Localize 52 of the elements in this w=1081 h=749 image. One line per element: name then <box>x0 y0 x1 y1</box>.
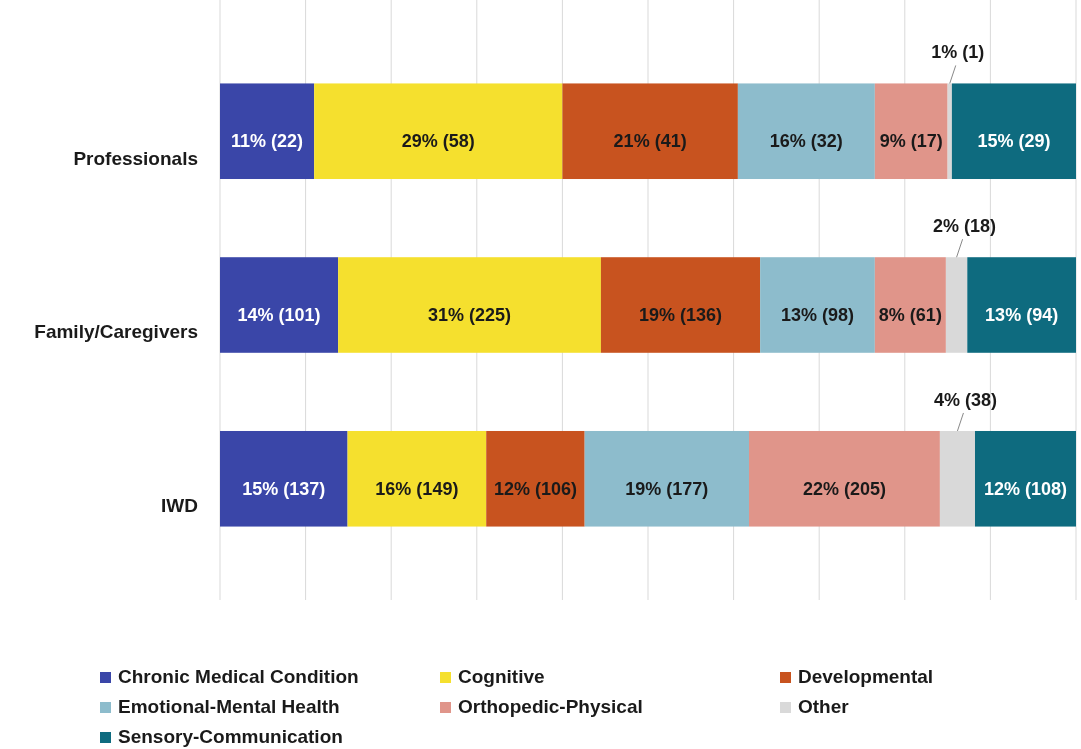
bar <box>562 83 738 180</box>
legend-label: Other <box>798 696 850 718</box>
bar <box>314 83 563 180</box>
data-label: 19% (177) <box>625 478 709 499</box>
legend-label: Developmental <box>798 666 934 688</box>
data-label: 21% (41) <box>613 131 687 152</box>
data-label: 14% (101) <box>237 305 321 326</box>
bar <box>737 83 875 180</box>
bar <box>974 430 1076 527</box>
legend-label: Orthopedic-Physical <box>458 696 643 718</box>
data-label: 9% (17) <box>879 131 943 152</box>
legend-label: Sensory-Communication <box>118 726 343 748</box>
bar <box>347 430 487 527</box>
bar <box>749 430 940 527</box>
data-label: 22% (205) <box>802 478 886 499</box>
data-label: 12% (106) <box>493 478 577 499</box>
data-label: 12% (108) <box>983 478 1068 499</box>
y-tick-label: Family/Caregivers <box>34 321 198 343</box>
data-label: 1% (1) <box>931 42 985 63</box>
bar <box>220 257 339 353</box>
data-label: 13% (98) <box>780 305 855 326</box>
data-label: 29% (58) <box>401 131 475 152</box>
bar <box>600 257 761 353</box>
data-label: 15% (137) <box>242 478 326 499</box>
bar <box>486 430 585 527</box>
bar <box>874 257 946 353</box>
data-label: 4% (38) <box>933 389 997 410</box>
data-label: 11% (22) <box>231 131 304 152</box>
legend-label: Emotional-Mental Health <box>118 696 340 718</box>
bar <box>220 430 348 527</box>
data-label: 16% (149) <box>375 478 459 499</box>
bar <box>338 257 601 353</box>
data-label: 8% (61) <box>878 305 942 326</box>
data-label: 2% (18) <box>933 215 997 236</box>
data-label: 16% (32) <box>769 131 843 152</box>
bar <box>220 83 315 180</box>
data-label: 19% (136) <box>639 305 723 326</box>
bar <box>939 430 975 527</box>
bar <box>951 83 1076 180</box>
legend-label: Chronic Medical Condition <box>118 666 359 688</box>
y-tick-label: IWD <box>161 495 198 517</box>
bar <box>945 257 968 353</box>
legend-label: Cognitive <box>458 666 545 688</box>
bar <box>584 430 750 527</box>
bar <box>874 83 948 180</box>
data-label: 31% (225) <box>427 305 512 326</box>
bar <box>947 83 952 180</box>
bar <box>967 257 1076 353</box>
data-label: 15% (29) <box>977 131 1051 152</box>
bar <box>760 257 875 353</box>
y-tick-label: Professionals <box>73 147 198 169</box>
data-label: 13% (94) <box>985 305 1059 326</box>
